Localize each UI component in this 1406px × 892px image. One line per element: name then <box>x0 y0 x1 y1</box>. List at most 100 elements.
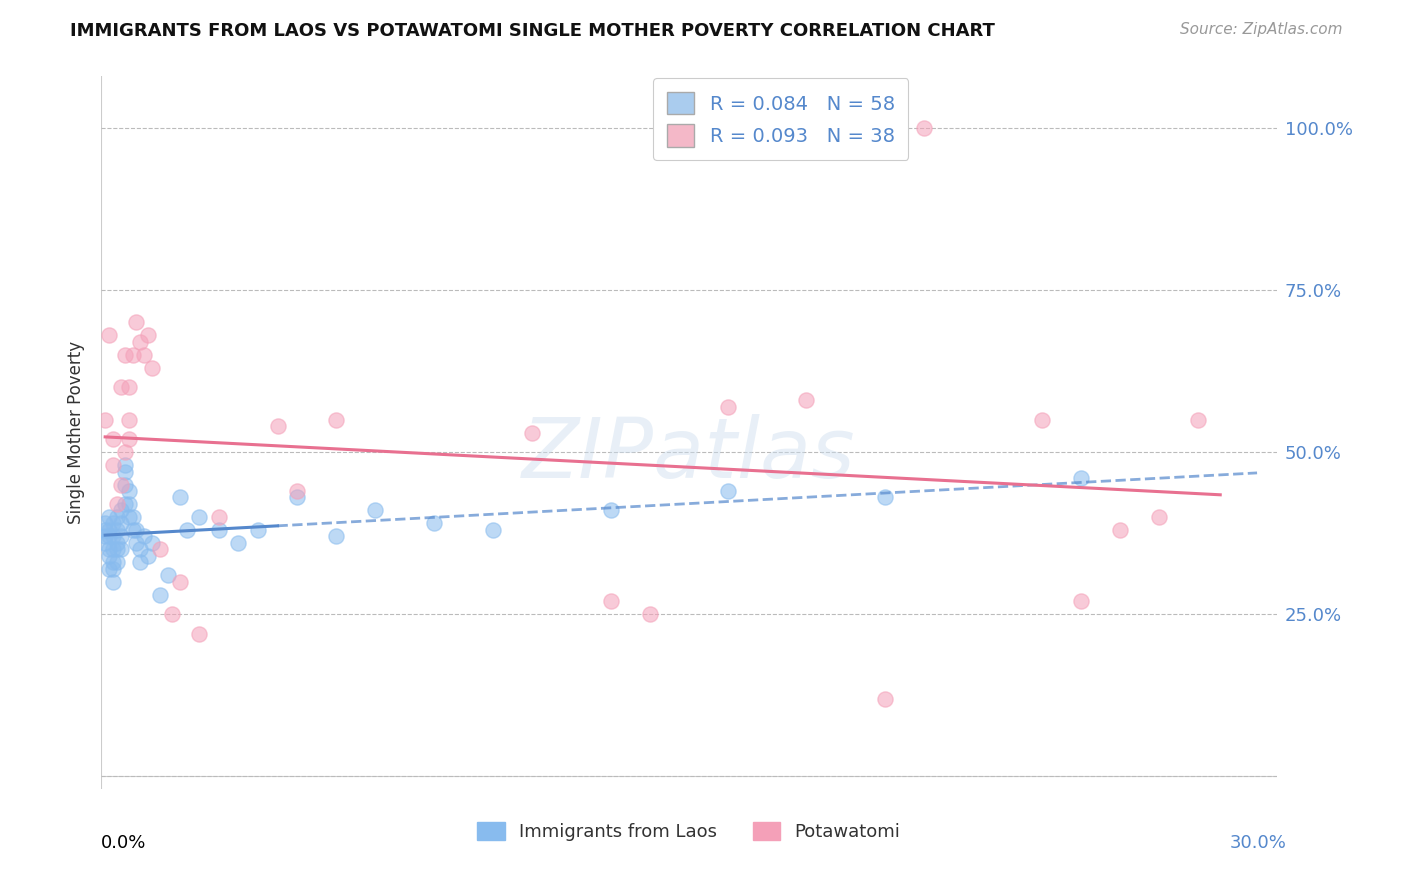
Text: IMMIGRANTS FROM LAOS VS POTAWATOMI SINGLE MOTHER POVERTY CORRELATION CHART: IMMIGRANTS FROM LAOS VS POTAWATOMI SINGL… <box>70 22 995 40</box>
Point <box>101 574 124 589</box>
Y-axis label: Single Mother Poverty: Single Mother Poverty <box>67 341 86 524</box>
Point <box>246 523 269 537</box>
Point <box>101 432 124 446</box>
Text: ZIPatlas: ZIPatlas <box>522 414 856 494</box>
Point <box>208 523 231 537</box>
Point <box>169 491 191 505</box>
Point <box>118 483 141 498</box>
Point <box>873 691 896 706</box>
Point <box>98 328 121 343</box>
Point <box>101 516 124 531</box>
Point <box>188 510 211 524</box>
Point <box>105 536 128 550</box>
Point <box>105 542 128 557</box>
Point <box>638 607 661 622</box>
Point <box>125 536 148 550</box>
Point <box>101 562 124 576</box>
Point <box>110 380 132 394</box>
Point <box>98 523 121 537</box>
Point <box>101 529 124 543</box>
Point <box>134 348 156 362</box>
Point <box>188 626 211 640</box>
Point <box>110 529 132 543</box>
Text: Source: ZipAtlas.com: Source: ZipAtlas.com <box>1180 22 1343 37</box>
Point <box>1187 412 1209 426</box>
Point <box>114 465 136 479</box>
Point <box>101 555 124 569</box>
Point <box>717 483 740 498</box>
Point <box>118 510 141 524</box>
Point <box>169 574 191 589</box>
Point <box>118 497 141 511</box>
Point <box>118 412 141 426</box>
Legend: Immigrants from Laos, Potawatomi: Immigrants from Laos, Potawatomi <box>470 814 908 848</box>
Point <box>118 380 141 394</box>
Point <box>94 412 117 426</box>
Point <box>94 523 117 537</box>
Point <box>129 555 152 569</box>
Point <box>118 432 141 446</box>
Point <box>717 400 740 414</box>
Point <box>873 491 896 505</box>
Point <box>176 523 198 537</box>
Point <box>105 510 128 524</box>
Point <box>796 393 818 408</box>
Point <box>228 536 250 550</box>
Point <box>208 510 231 524</box>
Point <box>1031 412 1053 426</box>
Point <box>1147 510 1170 524</box>
Point <box>98 542 121 557</box>
Point <box>149 588 172 602</box>
Point <box>110 477 132 491</box>
Point <box>423 516 446 531</box>
Point <box>125 315 148 329</box>
Point <box>98 562 121 576</box>
Point <box>94 529 117 543</box>
Point <box>325 529 347 543</box>
Point <box>110 542 132 557</box>
Point <box>325 412 347 426</box>
Point <box>114 445 136 459</box>
Point <box>522 425 544 440</box>
Point <box>121 523 143 537</box>
Point <box>101 542 124 557</box>
Point <box>160 607 183 622</box>
Point <box>121 510 143 524</box>
Point <box>105 523 128 537</box>
Point <box>149 542 172 557</box>
Point <box>101 458 124 472</box>
Point <box>134 529 156 543</box>
Point <box>1070 471 1092 485</box>
Point <box>110 516 132 531</box>
Point <box>114 458 136 472</box>
Point <box>599 503 621 517</box>
Point <box>1109 523 1132 537</box>
Point <box>110 503 132 517</box>
Point <box>114 348 136 362</box>
Point <box>141 536 163 550</box>
Point <box>285 491 308 505</box>
Point <box>136 549 159 563</box>
Point <box>912 120 935 135</box>
Point <box>98 529 121 543</box>
Point <box>121 348 143 362</box>
Point <box>156 568 179 582</box>
Point <box>114 497 136 511</box>
Point <box>129 334 152 349</box>
Text: 30.0%: 30.0% <box>1230 834 1286 852</box>
Point <box>129 542 152 557</box>
Point <box>94 516 117 531</box>
Text: 0.0%: 0.0% <box>101 834 146 852</box>
Point <box>105 555 128 569</box>
Point <box>1070 594 1092 608</box>
Point <box>364 503 387 517</box>
Point <box>125 523 148 537</box>
Point <box>105 497 128 511</box>
Point <box>114 477 136 491</box>
Point <box>98 549 121 563</box>
Point <box>136 328 159 343</box>
Point <box>94 536 117 550</box>
Point <box>98 510 121 524</box>
Point <box>285 483 308 498</box>
Point <box>266 419 288 434</box>
